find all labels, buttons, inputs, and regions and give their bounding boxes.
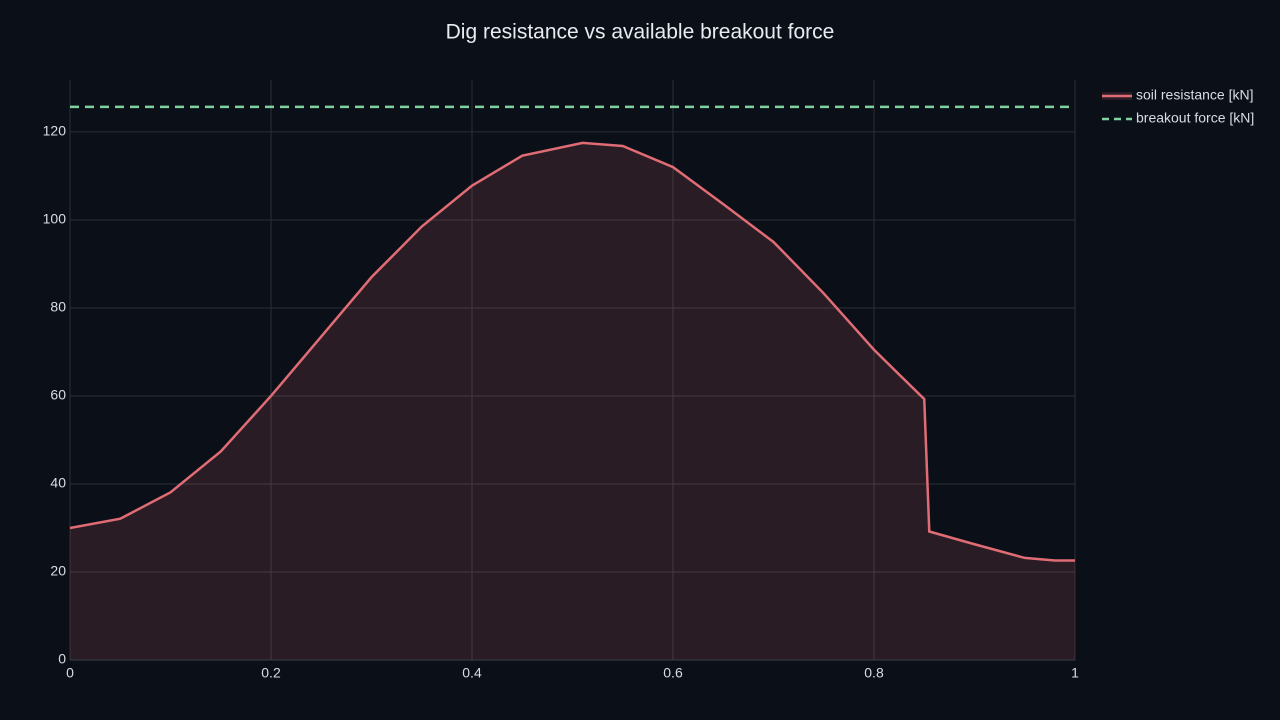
y-tick-label: 80 (50, 299, 66, 315)
area (70, 142, 1075, 660)
legend-label: soil resistance [kN] (1136, 87, 1253, 103)
x-tick-label: 1 (1071, 665, 1079, 681)
y-tick-label: 120 (43, 123, 67, 139)
x-tick-label: 0.2 (261, 665, 281, 681)
y-tick-label: 40 (50, 475, 66, 491)
y-tick-label: 60 (50, 387, 66, 403)
x-tick-label: 0.6 (663, 665, 683, 681)
y-tick-label: 100 (43, 211, 67, 227)
series-line (69, 141, 1075, 562)
y-tick-label: 20 (50, 563, 66, 579)
chart-title: Dig resistance vs available breakout for… (446, 21, 835, 44)
legend-label: breakout force [kN] (1136, 110, 1254, 126)
x-tick-label: 0.8 (864, 665, 884, 681)
x-tick-label: 0.4 (462, 665, 482, 681)
y-tick-label: 0 (58, 651, 66, 667)
x-tick-label: 0 (66, 665, 74, 681)
